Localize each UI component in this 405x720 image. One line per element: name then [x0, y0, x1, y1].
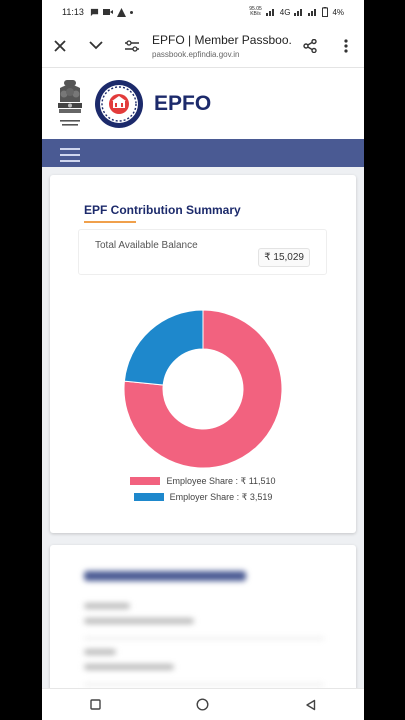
warning-icon [116, 7, 126, 17]
blurred-line [84, 649, 116, 655]
page-url: passbook.epfindia.gov.in [152, 49, 240, 59]
network-type: 4G [279, 7, 291, 17]
menu-icon [60, 160, 80, 162]
signal-icon [294, 9, 303, 16]
speed-value: 95.05 [249, 6, 262, 12]
epfo-logo-icon [95, 80, 143, 128]
national-emblem-icon [58, 80, 82, 126]
balance-value: ₹ 15,029 [258, 248, 310, 267]
page-content[interactable]: EPF Contribution Summary Total Available… [42, 167, 364, 720]
home-button[interactable] [196, 698, 209, 711]
title-underline [84, 221, 136, 223]
contribution-summary-card: EPF Contribution Summary Total Available… [50, 175, 356, 533]
menu-button[interactable] [60, 144, 80, 162]
back-button[interactable] [305, 699, 316, 711]
blurred-heading [84, 571, 246, 581]
browser-toolbar: EPFO | Member Passboo... passbook.epfind… [42, 24, 364, 68]
donut-slice-employee-share[interactable] [123, 309, 283, 469]
status-right: 95.05 KB/s 4G 4% [249, 7, 344, 17]
close-tab-button[interactable] [42, 28, 78, 64]
network-speed: 95.05 KB/s [249, 7, 262, 17]
site-header: EPFO [42, 69, 364, 139]
chart-legend: Employee Share : ₹ 11,510 Employer Share… [50, 473, 356, 505]
notification-icons [90, 7, 133, 17]
android-nav-bar [42, 688, 364, 720]
menu-icon [60, 154, 80, 156]
status-time: 11:13 [62, 7, 84, 17]
share-button[interactable] [292, 28, 328, 64]
menu-icon [60, 148, 80, 150]
nav-band [42, 139, 364, 167]
legend-item-employer[interactable]: Employer Share : ₹ 3,519 [50, 489, 356, 505]
blurred-line [84, 603, 130, 609]
close-icon [54, 39, 66, 52]
blurred-divider [84, 684, 324, 685]
brand-name: EPFO [154, 92, 212, 115]
battery-level: 4% [332, 7, 344, 17]
donut-slice-employer-share[interactable] [123, 309, 204, 386]
signal-icon [265, 9, 274, 16]
contribution-donut-chart [123, 309, 283, 469]
speed-unit: KB/s [250, 11, 261, 17]
minimize-button[interactable] [78, 28, 114, 64]
page-info[interactable]: EPFO | Member Passboo... passbook.epfind… [150, 33, 292, 59]
tune-icon [125, 39, 139, 52]
balance-label: Total Available Balance [95, 240, 198, 251]
battery-icon [322, 7, 329, 17]
legend-label-employee: Employee Share : ₹ 11,510 [166, 475, 276, 486]
blurred-divider [84, 638, 324, 639]
dot-icon [129, 10, 133, 14]
phone-screen: 11:13 95.05 KB/s 4G 4% [42, 0, 364, 720]
blurred-line [84, 618, 194, 624]
site-settings-button[interactable] [114, 28, 150, 64]
page-title: EPFO | Member Passboo... [152, 32, 292, 47]
legend-item-employee[interactable]: Employee Share : ₹ 11,510 [50, 473, 356, 489]
more-options-button[interactable] [328, 28, 364, 64]
chevron-down-icon [89, 41, 103, 50]
signal-icon [308, 9, 317, 16]
legend-swatch-employer [133, 493, 164, 501]
video-icon [102, 9, 113, 15]
more-vert-icon [344, 38, 348, 53]
recents-button[interactable] [90, 699, 101, 710]
share-icon [303, 38, 317, 53]
status-bar: 11:13 95.05 KB/s 4G 4% [42, 0, 364, 24]
balance-box: Total Available Balance ₹ 15,029 [78, 229, 327, 275]
blurred-line [84, 664, 174, 670]
message-icon [90, 8, 98, 16]
legend-swatch-employee [130, 477, 161, 485]
legend-label-employer: Employer Share : ₹ 3,519 [169, 491, 273, 502]
card-title: EPF Contribution Summary [84, 203, 241, 217]
